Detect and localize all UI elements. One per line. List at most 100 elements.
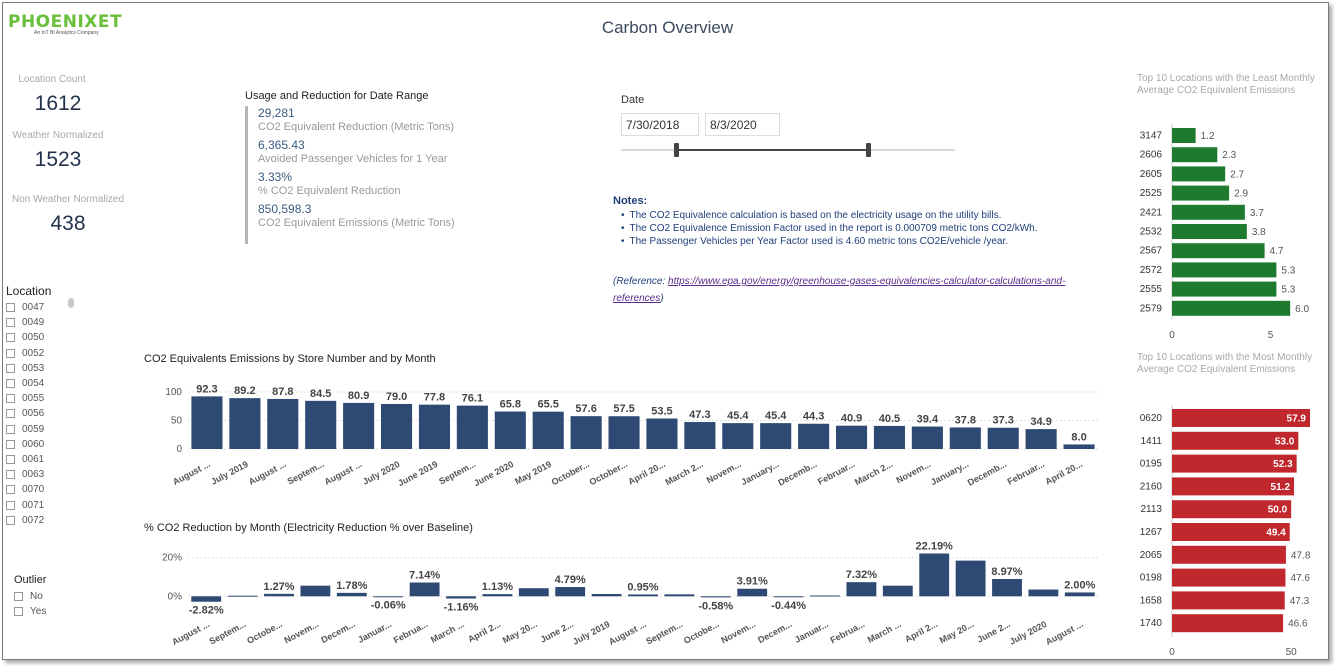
logo-wordmark: PHOENIXET: [8, 12, 123, 32]
most-emissions-title: Top 10 Locations with the Most Monthly A…: [1137, 352, 1313, 375]
reference-prefix: (Reference:: [613, 276, 669, 287]
bar: [1172, 477, 1295, 496]
x-tick-label: Novem...: [719, 619, 757, 645]
location-option[interactable]: 0059: [6, 422, 44, 437]
bar: [628, 594, 658, 597]
bar: [1172, 545, 1286, 564]
location-option[interactable]: 0054: [6, 376, 44, 391]
x-tick-label: January...: [739, 459, 780, 487]
bar: [882, 585, 913, 597]
outlier-option-no[interactable]: No: [14, 589, 46, 604]
x-tick-label: Septem...: [208, 619, 248, 647]
data-label: 47.3: [689, 409, 710, 421]
checkbox[interactable]: [6, 318, 15, 328]
checkbox[interactable]: [6, 470, 15, 480]
checkbox[interactable]: [6, 333, 15, 343]
location-option[interactable]: 0060: [6, 437, 44, 452]
location-option[interactable]: 0056: [6, 406, 44, 421]
note-item: The CO2 Equivalence calculation is based…: [621, 209, 1083, 222]
x-tick-label: April 2...: [466, 619, 502, 645]
slider-start-handle[interactable]: [674, 143, 679, 157]
bar: [1172, 128, 1196, 143]
checkbox[interactable]: [6, 454, 15, 464]
checkbox[interactable]: [6, 379, 15, 389]
location-option[interactable]: 0061: [6, 452, 44, 467]
bar: [591, 593, 622, 597]
y-tick-label: 100: [165, 387, 182, 398]
checkbox[interactable]: [6, 303, 15, 313]
checkbox[interactable]: [6, 515, 15, 525]
data-label: 45.4: [727, 410, 749, 422]
category-label: 1411: [1140, 436, 1162, 447]
bar: [229, 398, 261, 449]
bar: [684, 422, 716, 449]
usage-item: 850,598.3 CO2 Equivalent Emissions (Metr…: [258, 202, 455, 230]
start-date-input[interactable]: 7/30/2018: [621, 113, 699, 136]
category-label: 2606: [1140, 150, 1163, 161]
category-label: 3147: [1140, 131, 1163, 142]
location-option[interactable]: 0052: [6, 346, 44, 361]
location-list-scrollbar[interactable]: [68, 298, 74, 308]
data-label: 65.5: [537, 399, 558, 411]
data-label: 87.8: [272, 386, 293, 398]
checkbox[interactable]: [6, 439, 15, 449]
checkbox[interactable]: [6, 348, 15, 358]
usage-list: 29,281 CO2 Equivalent Reduction (Metric …: [245, 106, 455, 244]
checkbox[interactable]: [6, 424, 15, 434]
location-option-label: 0049: [22, 317, 45, 329]
x-tick-label: Octobe...: [245, 619, 284, 646]
bar: [336, 592, 367, 597]
reference-suffix: ): [660, 293, 664, 304]
x-tick-label: August ...: [171, 459, 212, 487]
data-label: 51.2: [1271, 482, 1291, 493]
y-tick-label: 0: [176, 444, 182, 455]
y-tick-label: 20%: [162, 553, 182, 564]
location-option[interactable]: 0063: [6, 467, 44, 482]
data-label: 5.3: [1281, 265, 1295, 276]
location-option-label: 0054: [22, 378, 45, 390]
bar: [1172, 243, 1265, 259]
x-tick-label: Januar...: [356, 619, 393, 645]
data-label: 50.0: [1268, 505, 1288, 516]
end-date-input[interactable]: 8/3/2020: [705, 113, 780, 136]
location-option[interactable]: 0072: [6, 513, 44, 528]
data-label: 1.13%: [482, 581, 513, 593]
bar: [1064, 592, 1095, 597]
category-label: 0195: [1140, 459, 1163, 470]
checkbox[interactable]: [6, 409, 15, 419]
checkbox[interactable]: [6, 394, 15, 404]
location-option[interactable]: 0049: [6, 315, 44, 330]
data-label: -0.44%: [771, 600, 806, 612]
location-option[interactable]: 0055: [6, 391, 44, 406]
note-item: The CO2 Equivalence Emission Factor used…: [621, 222, 1083, 235]
location-option[interactable]: 0047: [6, 300, 44, 315]
usage-desc: Avoided Passenger Vehicles for 1 Year: [258, 153, 448, 165]
checkbox[interactable]: [6, 500, 15, 510]
bar: [418, 404, 451, 449]
date-range-slider[interactable]: [618, 140, 958, 160]
location-option[interactable]: 0070: [6, 482, 44, 497]
slider-end-handle[interactable]: [866, 143, 871, 157]
least-emissions-chart: 0 5 3147 1.2 2606 2.3 2605 2.7 2525 2.9 2421 3.7 253…: [1140, 124, 1310, 341]
data-label: 7.32%: [846, 569, 877, 581]
checkbox[interactable]: [6, 485, 15, 495]
checkbox[interactable]: [6, 363, 15, 373]
x-tick-label: June 2020: [472, 459, 515, 488]
bar: [911, 426, 943, 449]
bar: [300, 585, 331, 597]
bar: [919, 553, 950, 597]
location-option[interactable]: 0053: [6, 361, 44, 376]
outlier-option-yes[interactable]: Yes: [14, 604, 46, 619]
location-option[interactable]: 0050: [6, 330, 44, 345]
x-tick-label: August ...: [170, 619, 211, 647]
location-option[interactable]: 0071: [6, 497, 44, 512]
checkbox[interactable]: [14, 607, 23, 617]
bar: [722, 423, 754, 449]
notes-panel: Notes: The CO2 Equivalence calculation i…: [613, 195, 1083, 248]
data-label: 3.91%: [737, 576, 768, 588]
x-tick-label: August ...: [247, 459, 288, 487]
bar: [608, 416, 640, 449]
epa-reference-link[interactable]: https://www.epa.gov/energy/greenhouse-ga…: [613, 276, 1066, 304]
checkbox[interactable]: [14, 592, 23, 602]
non-weather-normalized-label: Non Weather Normalized: [11, 194, 125, 205]
